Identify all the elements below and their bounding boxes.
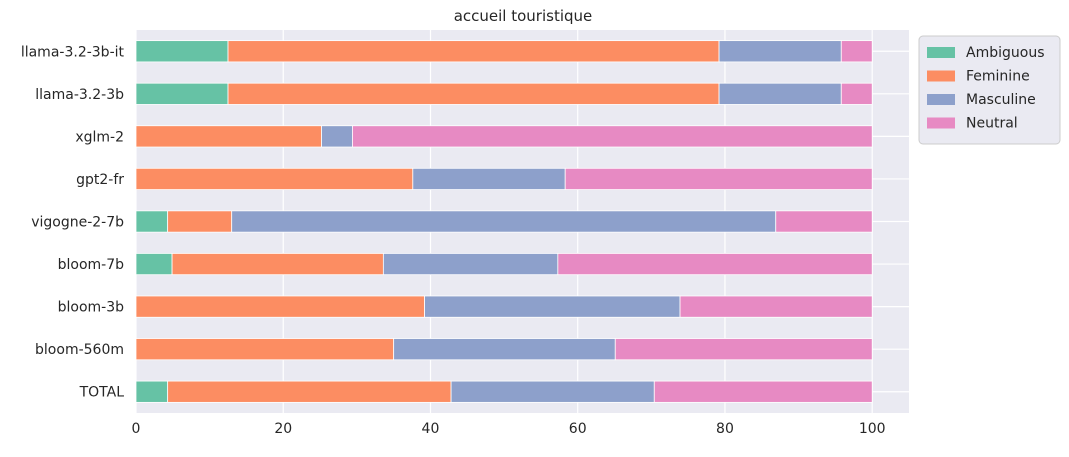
bar-neutral — [679, 295, 873, 318]
bar-ambiguous — [135, 253, 173, 276]
x-tick-labels: 0 20 40 60 80 100 — [132, 421, 886, 437]
bar-feminine — [135, 295, 425, 318]
y-tick-label: bloom-560m — [35, 342, 124, 358]
legend-swatch — [927, 94, 955, 105]
x-tick-label: 40 — [422, 421, 440, 437]
bars — [135, 40, 873, 403]
bar-feminine — [167, 210, 233, 233]
bar-feminine — [135, 167, 414, 190]
bar-feminine — [171, 253, 384, 276]
x-tick-label: 100 — [859, 421, 886, 437]
legend: Ambiguous Feminine Masculine Neutral — [918, 35, 1061, 145]
bar-neutral — [775, 210, 873, 233]
legend-label: Neutral — [966, 116, 1018, 132]
bar-ambiguous — [135, 82, 229, 105]
legend-label: Ambiguous — [966, 45, 1044, 61]
bar-neutral — [557, 253, 873, 276]
x-tick-label: 0 — [132, 421, 141, 437]
y-tick-label: llama-3.2-3b — [35, 87, 124, 103]
bar-ambiguous — [135, 380, 169, 403]
bar-feminine — [135, 125, 322, 148]
legend-swatch — [927, 70, 955, 82]
bar-feminine — [227, 40, 720, 63]
x-tick-label: 60 — [569, 421, 587, 437]
legend-box — [918, 35, 1061, 145]
bar-neutral — [614, 338, 873, 361]
bar-neutral — [840, 40, 873, 63]
bar-ambiguous — [135, 40, 229, 63]
chart-title: accueil touristique — [454, 7, 593, 25]
bar-masculine — [718, 82, 842, 105]
y-tick-label: TOTAL — [79, 385, 125, 401]
x-tick-label: 80 — [716, 421, 734, 437]
y-tick-label: llama-3.2-3b-it — [21, 44, 125, 60]
y-tick-label: gpt2-fr — [76, 172, 124, 188]
bar-masculine — [231, 210, 777, 233]
bar-masculine — [412, 167, 566, 190]
bar-neutral — [840, 82, 873, 105]
bar-masculine — [424, 295, 681, 318]
bar-ambiguous — [135, 210, 169, 233]
legend-swatch — [927, 117, 955, 129]
bar-neutral — [653, 380, 873, 403]
y-tick-label: bloom-3b — [58, 300, 125, 316]
bar-masculine — [718, 40, 842, 63]
y-tick-label: xglm-2 — [75, 129, 124, 145]
bar-masculine — [382, 253, 559, 276]
y-tick-label: bloom-7b — [58, 257, 125, 273]
y-tick-labels: llama-3.2-3b-it llama-3.2-3b xglm-2 gpt2-fr… — [21, 44, 125, 400]
y-tick-label: vigogne-2-7b — [31, 215, 124, 231]
bar-masculine — [393, 338, 616, 361]
legend-label: Feminine — [966, 69, 1030, 85]
bar-neutral — [564, 167, 873, 190]
bar-feminine — [135, 338, 395, 361]
x-tick-label: 20 — [274, 421, 292, 437]
legend-swatch — [927, 47, 955, 58]
bar-feminine — [167, 380, 452, 403]
bar-neutral — [352, 125, 873, 148]
bar-masculine — [321, 125, 353, 148]
legend-label: Masculine — [966, 92, 1036, 108]
bar-feminine — [227, 82, 720, 105]
bar-masculine — [450, 380, 655, 403]
